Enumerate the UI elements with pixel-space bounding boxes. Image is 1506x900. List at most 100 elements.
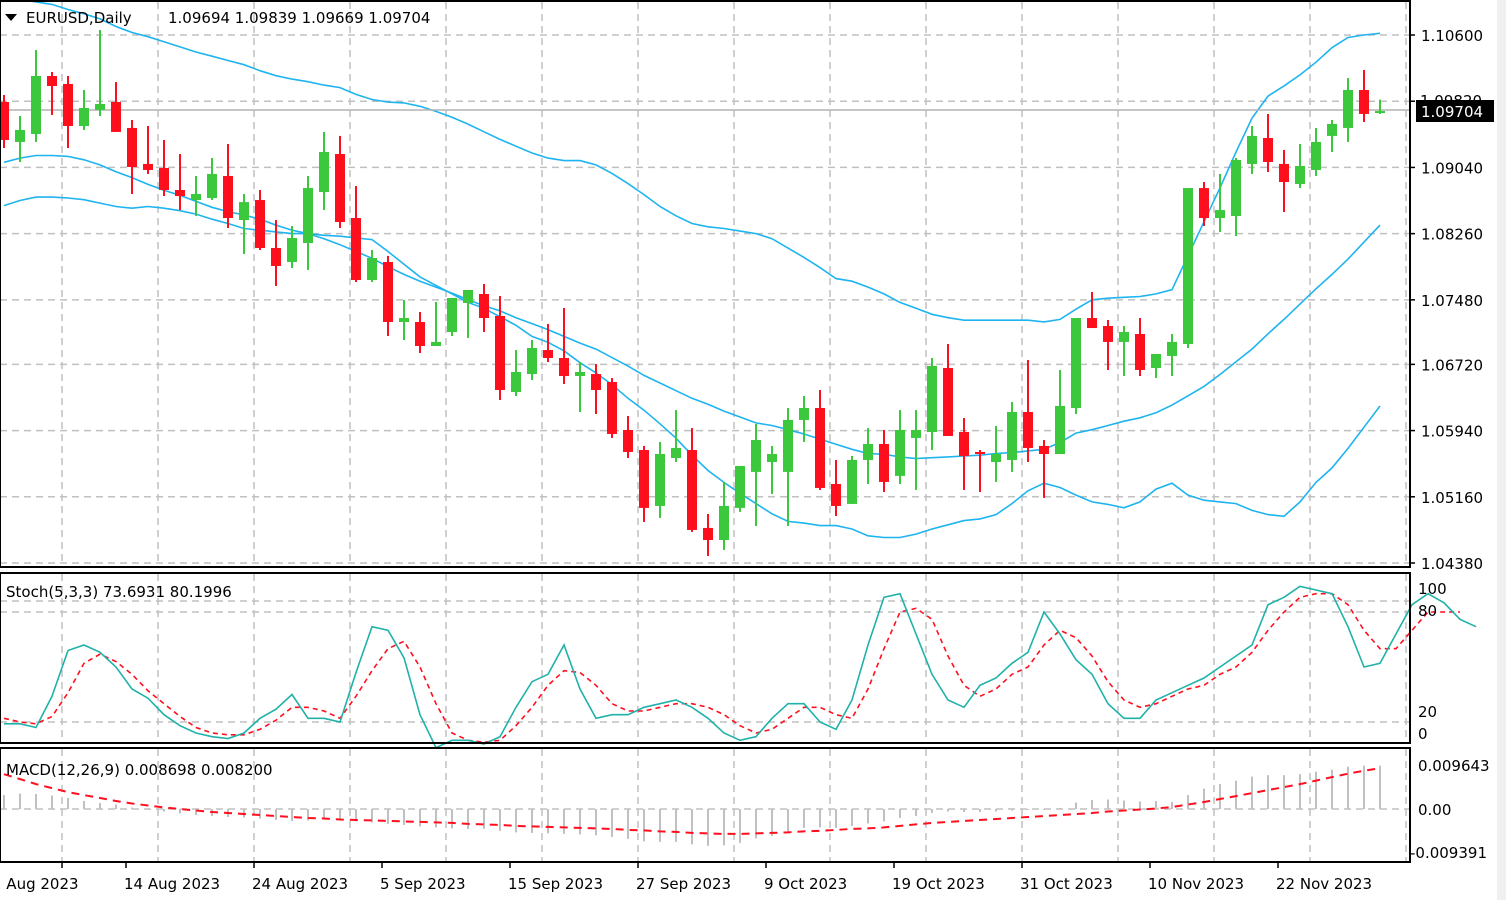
candle[interactable] bbox=[639, 445, 649, 522]
candle[interactable] bbox=[175, 154, 185, 211]
candle[interactable] bbox=[431, 301, 441, 347]
candle[interactable] bbox=[1103, 319, 1113, 370]
candle[interactable] bbox=[1231, 158, 1241, 237]
candle[interactable] bbox=[703, 513, 713, 556]
candle[interactable] bbox=[15, 115, 25, 162]
candle[interactable] bbox=[1023, 360, 1033, 462]
stoch-tick-20: 20 bbox=[1418, 703, 1437, 721]
candle[interactable] bbox=[847, 455, 857, 504]
time-axis[interactable]: 2 Aug 2023 14 Aug 2023 24 Aug 2023 5 Sep 20… bbox=[0, 862, 1372, 893]
candle[interactable] bbox=[1087, 292, 1097, 329]
candle[interactable] bbox=[1039, 439, 1049, 498]
candle[interactable] bbox=[1167, 333, 1177, 376]
candle[interactable] bbox=[591, 364, 601, 415]
candle[interactable] bbox=[415, 311, 425, 353]
candle[interactable] bbox=[383, 255, 393, 337]
candle[interactable] bbox=[879, 429, 889, 492]
candlestick-series[interactable] bbox=[0, 29, 1385, 556]
macd-pane-frame bbox=[0, 747, 1411, 863]
candle[interactable] bbox=[1295, 143, 1305, 189]
candle[interactable] bbox=[575, 361, 585, 412]
candle[interactable] bbox=[79, 90, 89, 130]
candle[interactable] bbox=[1119, 325, 1129, 376]
candle[interactable] bbox=[543, 323, 553, 362]
candle[interactable] bbox=[1183, 188, 1193, 348]
candle[interactable] bbox=[207, 158, 217, 201]
candle[interactable] bbox=[1263, 113, 1273, 173]
candle[interactable] bbox=[1375, 99, 1385, 115]
price-axis[interactable]: 1.10600 1.09040 1.08260 1.07480 1.06720 1.059… bbox=[1410, 27, 1483, 573]
candle[interactable] bbox=[495, 296, 505, 401]
candle[interactable] bbox=[831, 459, 841, 516]
candle[interactable] bbox=[943, 343, 953, 437]
candle[interactable] bbox=[447, 297, 457, 337]
candle[interactable] bbox=[911, 410, 921, 490]
candle[interactable] bbox=[511, 350, 521, 397]
candle[interactable] bbox=[655, 441, 665, 518]
candle[interactable] bbox=[815, 389, 825, 490]
candle[interactable] bbox=[1007, 401, 1017, 472]
candle[interactable] bbox=[351, 186, 361, 283]
candle[interactable] bbox=[623, 415, 633, 458]
candle[interactable] bbox=[95, 29, 105, 116]
candle[interactable] bbox=[271, 220, 281, 287]
candle[interactable] bbox=[255, 190, 265, 251]
candle[interactable] bbox=[127, 119, 137, 194]
candle[interactable] bbox=[47, 72, 57, 115]
candle[interactable] bbox=[975, 450, 985, 492]
candle[interactable] bbox=[607, 378, 617, 438]
current-price-tag: 1.09820 1.09704 bbox=[1416, 92, 1494, 122]
candle[interactable] bbox=[399, 300, 409, 341]
candle[interactable] bbox=[463, 290, 473, 338]
candle[interactable] bbox=[239, 193, 249, 255]
candle[interactable] bbox=[367, 250, 377, 283]
candle[interactable] bbox=[799, 396, 809, 442]
candle[interactable] bbox=[63, 76, 73, 148]
candle[interactable] bbox=[559, 307, 569, 384]
stoch-pane-frame bbox=[0, 572, 1411, 744]
candle[interactable] bbox=[1343, 78, 1353, 142]
candle[interactable] bbox=[1055, 369, 1065, 455]
candle[interactable] bbox=[159, 140, 169, 197]
candle[interactable] bbox=[303, 175, 313, 270]
time-tick-label: 5 Sep 2023 bbox=[380, 875, 466, 893]
candle[interactable] bbox=[0, 95, 9, 148]
candle[interactable] bbox=[111, 82, 121, 132]
price-tick-label: 1.10600 bbox=[1421, 27, 1483, 45]
candle[interactable] bbox=[687, 428, 697, 532]
candle[interactable] bbox=[335, 135, 345, 229]
candle[interactable] bbox=[1311, 127, 1321, 176]
candle[interactable] bbox=[719, 481, 729, 550]
candle[interactable] bbox=[863, 428, 873, 484]
candle[interactable] bbox=[223, 143, 233, 229]
candle[interactable] bbox=[479, 283, 489, 333]
candle[interactable] bbox=[767, 445, 777, 494]
candle[interactable] bbox=[671, 410, 681, 462]
candle[interactable] bbox=[31, 50, 41, 142]
candle[interactable] bbox=[1215, 173, 1225, 233]
time-tick-label: 14 Aug 2023 bbox=[124, 875, 220, 893]
candle[interactable] bbox=[735, 465, 745, 512]
candle[interactable] bbox=[959, 418, 969, 490]
candle[interactable] bbox=[1279, 149, 1289, 212]
candle[interactable] bbox=[1327, 119, 1337, 152]
triangle-down-icon[interactable] bbox=[5, 14, 17, 21]
candle[interactable] bbox=[1359, 69, 1369, 123]
candle[interactable] bbox=[1071, 318, 1081, 415]
candle[interactable] bbox=[991, 425, 1001, 482]
candle[interactable] bbox=[319, 131, 329, 211]
candle[interactable] bbox=[1199, 182, 1209, 226]
candle[interactable] bbox=[1151, 354, 1161, 379]
candle[interactable] bbox=[143, 125, 153, 174]
candle[interactable] bbox=[527, 340, 537, 380]
candle[interactable] bbox=[1135, 318, 1145, 376]
candle[interactable] bbox=[751, 423, 761, 526]
candle[interactable] bbox=[895, 410, 905, 484]
candle[interactable] bbox=[927, 357, 937, 451]
candle[interactable] bbox=[1247, 125, 1257, 174]
candle[interactable] bbox=[191, 175, 201, 216]
candle[interactable] bbox=[783, 407, 793, 526]
candle[interactable] bbox=[287, 225, 297, 269]
macd-tick-min: -0.009391 bbox=[1410, 844, 1487, 862]
